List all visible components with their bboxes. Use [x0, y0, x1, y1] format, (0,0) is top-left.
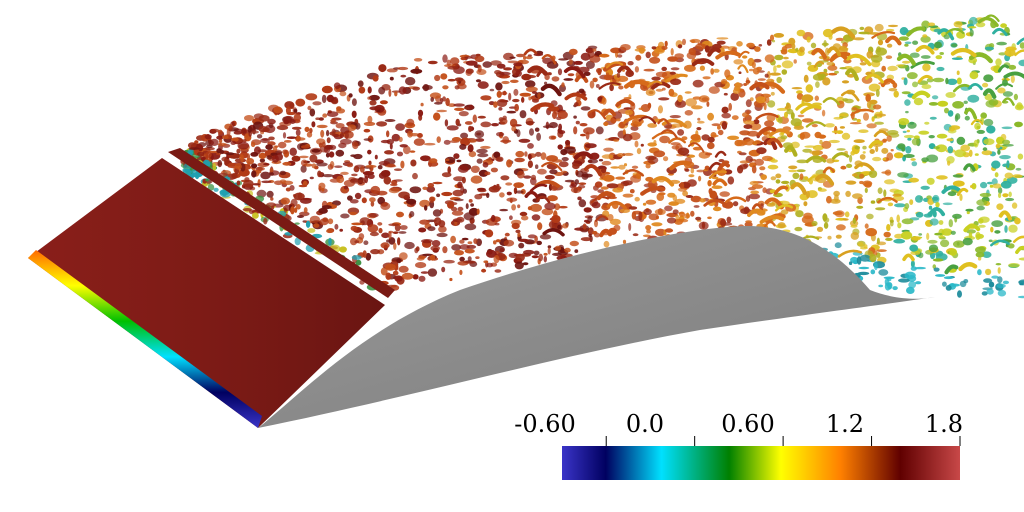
colorbar-ticks [605, 436, 961, 446]
airfoil-cross-section [258, 225, 935, 428]
colorbar-gradient [562, 446, 960, 480]
colorbar-tick-label: 0.60 [721, 410, 774, 438]
colorbar-tick-label: 1.8 [925, 410, 963, 438]
colorbar-tick-label: 0.0 [626, 410, 664, 438]
colorbar-tick-label: 1.2 [826, 410, 864, 438]
leading-edge-band [28, 250, 262, 428]
airfoil-upper-surface [28, 158, 385, 428]
colorbar-tick-label: -0.60 [514, 410, 576, 438]
vortex-structures [180, 14, 1024, 299]
airfoil-surface-stripe [168, 148, 395, 298]
